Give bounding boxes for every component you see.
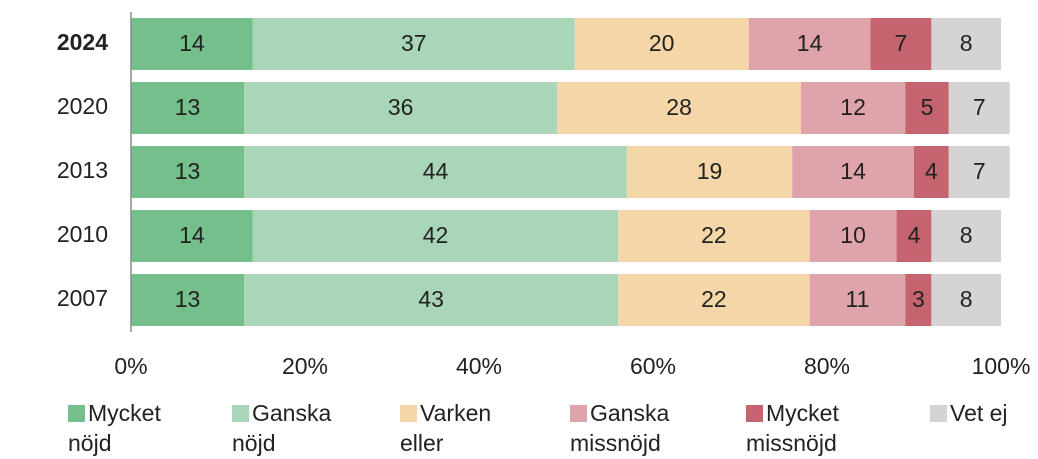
bar-segment bbox=[931, 274, 1001, 326]
legend-item: Mycket nöjd bbox=[68, 398, 190, 458]
value-label: 8 bbox=[960, 222, 973, 248]
value-label: 12 bbox=[840, 94, 866, 120]
bar-segment bbox=[748, 18, 871, 70]
bar-segment bbox=[626, 146, 793, 198]
category-label: 2020 bbox=[57, 93, 108, 119]
bar-segment bbox=[131, 18, 253, 70]
value-label: 22 bbox=[701, 286, 727, 312]
value-label: 13 bbox=[175, 94, 201, 120]
bar-segment bbox=[905, 274, 932, 326]
x-tick-label: 20% bbox=[282, 353, 328, 379]
value-label: 8 bbox=[960, 286, 973, 312]
value-label: 14 bbox=[179, 30, 205, 56]
bar-segment bbox=[131, 210, 253, 262]
legend-swatch bbox=[930, 405, 947, 422]
bar-segment bbox=[252, 210, 619, 262]
value-label: 19 bbox=[697, 158, 723, 184]
value-label: 8 bbox=[960, 30, 973, 56]
bar-segment bbox=[792, 146, 914, 198]
value-label: 43 bbox=[418, 286, 444, 312]
value-label: 10 bbox=[840, 222, 866, 248]
bar-segment bbox=[809, 210, 897, 262]
bar-segment bbox=[252, 18, 575, 70]
value-label: 14 bbox=[840, 158, 866, 184]
legend-swatch bbox=[68, 405, 85, 422]
value-label: 11 bbox=[846, 286, 870, 312]
category-label: 2010 bbox=[57, 221, 108, 247]
legend-swatch bbox=[570, 405, 587, 422]
value-label: 22 bbox=[701, 222, 727, 248]
value-label: 7 bbox=[973, 158, 986, 184]
value-label: 14 bbox=[797, 30, 823, 56]
bar-segment bbox=[574, 18, 749, 70]
value-label: 3 bbox=[912, 286, 925, 312]
bar-segment bbox=[131, 146, 245, 198]
value-label: 14 bbox=[179, 222, 205, 248]
value-label: 44 bbox=[423, 158, 449, 184]
bar-segment bbox=[948, 146, 1010, 198]
value-label: 28 bbox=[666, 94, 692, 120]
x-tick-label: 60% bbox=[630, 353, 676, 379]
bar-segment bbox=[931, 18, 1001, 70]
bar-segment bbox=[809, 274, 906, 326]
legend-item: Vet ej bbox=[930, 398, 1038, 428]
legend-label: Mycket missnöjd bbox=[746, 400, 839, 456]
value-label: 4 bbox=[908, 222, 921, 248]
bar-segment bbox=[131, 82, 245, 134]
value-label: 36 bbox=[388, 94, 414, 120]
category-label: 2013 bbox=[57, 157, 108, 183]
bar-segment bbox=[870, 18, 932, 70]
legend-item: Ganska nöjd bbox=[232, 398, 354, 458]
bar-segment bbox=[948, 82, 1010, 134]
bar-segment bbox=[914, 146, 949, 198]
bar-segment bbox=[244, 146, 627, 198]
bar-segment bbox=[244, 82, 558, 134]
bar-segment bbox=[618, 210, 810, 262]
legend-label: Ganska missnöjd bbox=[570, 400, 670, 456]
value-label: 7 bbox=[973, 94, 986, 120]
value-label: 5 bbox=[921, 94, 934, 120]
legend-swatch bbox=[746, 405, 763, 422]
legend-item: Varken eller bbox=[400, 398, 522, 458]
x-tick-label: 40% bbox=[456, 353, 502, 379]
x-tick-label: 0% bbox=[114, 353, 147, 379]
value-label: 4 bbox=[925, 158, 938, 184]
legend-label: Varken eller bbox=[400, 400, 492, 456]
value-label: 20 bbox=[649, 30, 675, 56]
bar-segment bbox=[800, 82, 906, 134]
legend-label: Ganska nöjd bbox=[232, 400, 332, 456]
legend-item: Mycket missnöjd bbox=[746, 398, 868, 458]
category-label: 2024 bbox=[57, 29, 108, 55]
bar-segment bbox=[618, 274, 810, 326]
x-tick-label: 100% bbox=[972, 353, 1031, 379]
bar-segment bbox=[244, 274, 619, 326]
value-label: 7 bbox=[895, 30, 908, 56]
bar-segment bbox=[931, 210, 1001, 262]
category-label: 2007 bbox=[57, 285, 108, 311]
legend-swatch bbox=[232, 405, 249, 422]
bar-segment bbox=[905, 82, 949, 134]
bar-segment bbox=[131, 274, 245, 326]
legend-swatch bbox=[400, 405, 417, 422]
value-label: 13 bbox=[175, 158, 201, 184]
value-label: 37 bbox=[401, 30, 427, 56]
legend-label: Mycket nöjd bbox=[68, 400, 161, 456]
value-label: 13 bbox=[175, 286, 201, 312]
value-label: 42 bbox=[423, 222, 449, 248]
legend-item: Ganska missnöjd bbox=[570, 398, 692, 458]
bar-segment bbox=[896, 210, 932, 262]
legend-label: Vet ej bbox=[950, 400, 1008, 426]
x-tick-label: 80% bbox=[804, 353, 850, 379]
bar-segment bbox=[557, 82, 801, 134]
